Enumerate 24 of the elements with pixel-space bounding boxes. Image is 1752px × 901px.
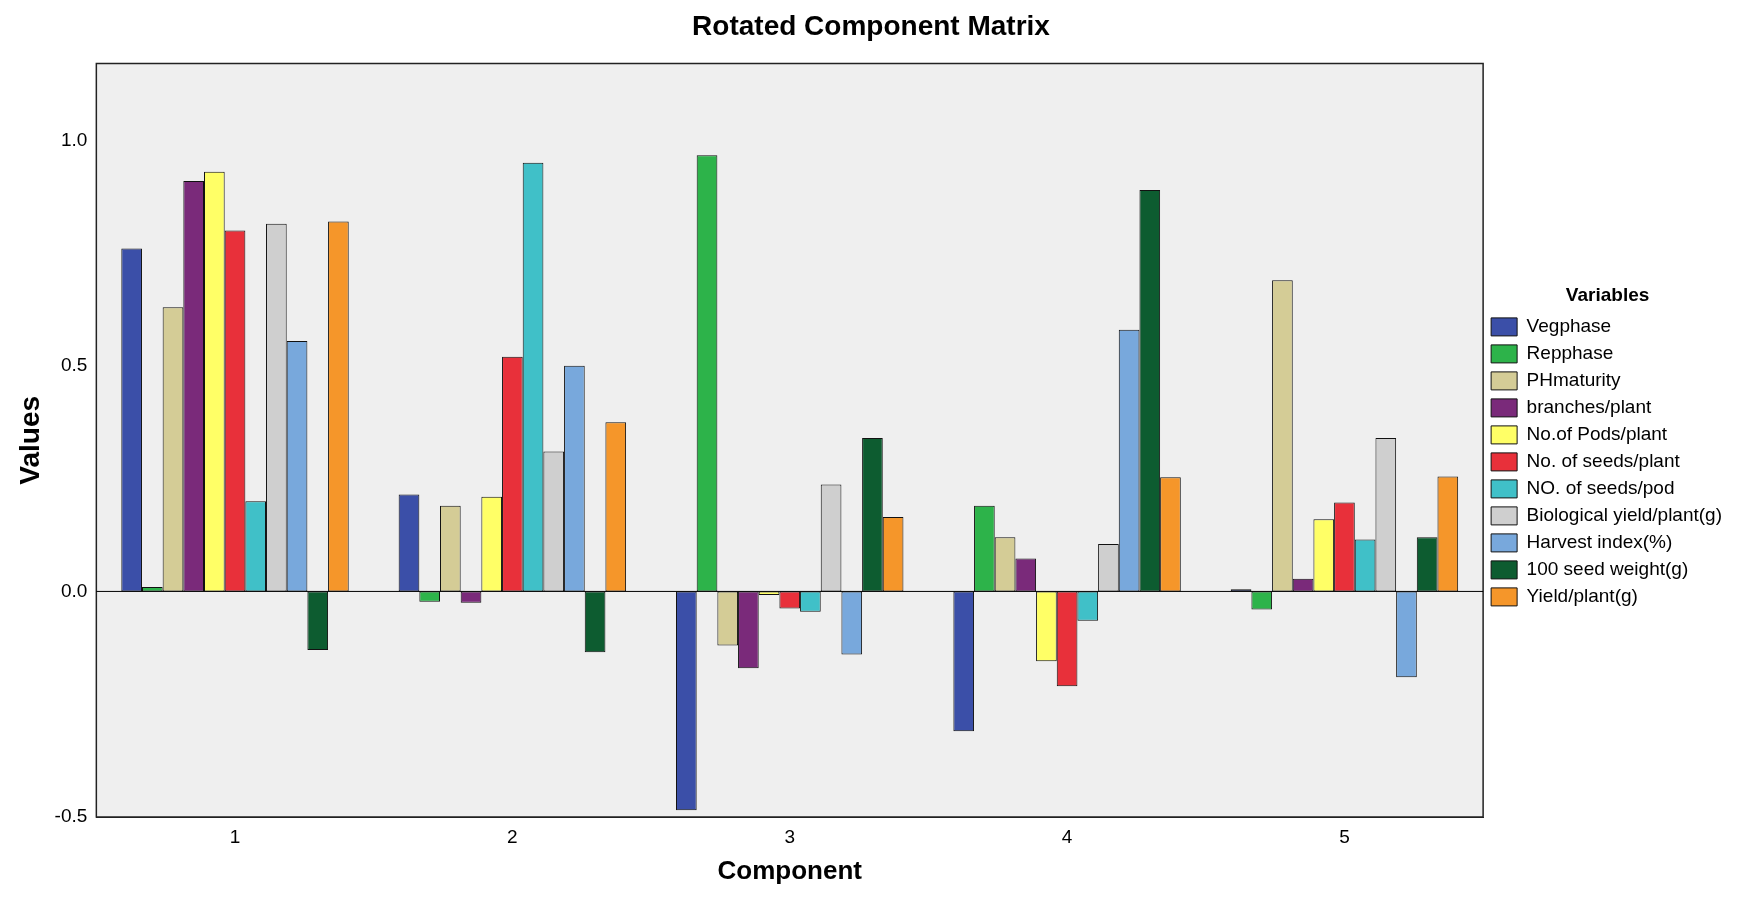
legend-label: branches/plant <box>1526 396 1652 418</box>
chart-title: Rotated Component Matrix <box>692 9 1051 41</box>
legend-label: NO. of seeds/pod <box>1526 477 1675 499</box>
x-axis-title: Component <box>717 854 863 885</box>
legend-label: Harvest index(%) <box>1526 531 1673 553</box>
legend-label: Repphase <box>1526 342 1614 364</box>
legend-label: No. of seeds/plant <box>1526 450 1681 472</box>
x-tick-label: 2 <box>507 825 518 847</box>
x-tick-label: 5 <box>1339 825 1350 847</box>
y-tick-label: 0.5 <box>60 354 88 376</box>
x-tick-label: 4 <box>1061 825 1073 847</box>
legend-label: Biological yield/plant(g) <box>1526 504 1723 526</box>
legend-title: Variables <box>1565 284 1650 306</box>
y-tick-label: 0.0 <box>60 579 88 601</box>
legend-label: 100 seed weight(g) <box>1526 558 1689 580</box>
x-tick-label: 1 <box>229 825 241 847</box>
legend-label: Vegphase <box>1526 315 1612 337</box>
legend-label: No.of Pods/plant <box>1526 423 1668 445</box>
y-axis-title: Values <box>13 395 45 485</box>
legend-label: PHmaturity <box>1526 369 1622 391</box>
legend-label: Yield/plant(g) <box>1526 585 1638 607</box>
y-tick-label: -0.5 <box>54 805 88 827</box>
x-tick-label: 3 <box>784 825 796 847</box>
y-tick-label: 1.0 <box>60 128 88 150</box>
